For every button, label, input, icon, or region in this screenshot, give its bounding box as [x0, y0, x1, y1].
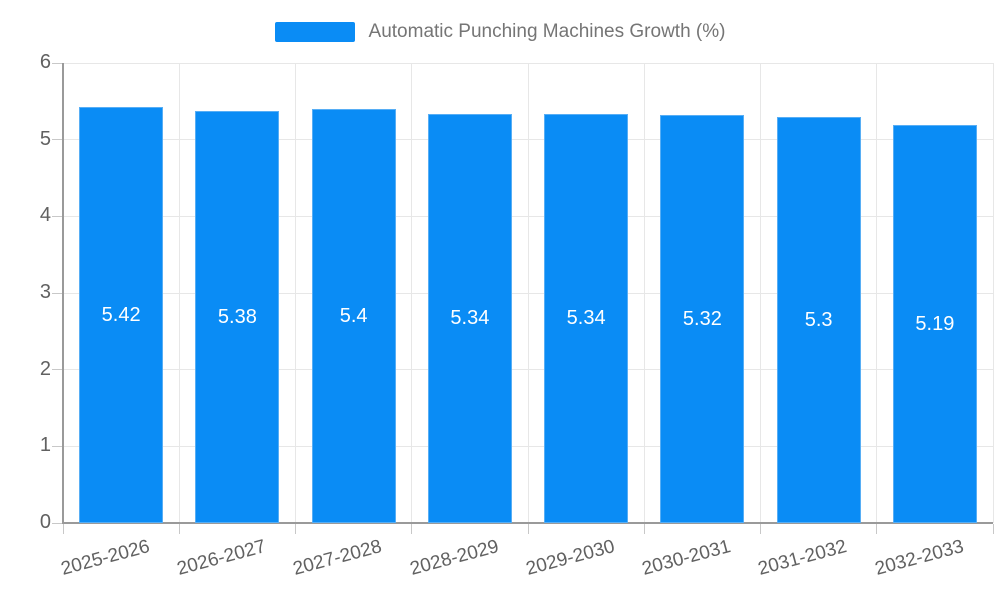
gridline-vertical [643, 63, 645, 523]
y-axis-tick [52, 522, 62, 524]
x-axis-tick [527, 524, 529, 534]
y-tick-label: 1 [39, 434, 51, 457]
bar-value-label: 5.3 [804, 308, 833, 331]
x-axis-tick [876, 524, 878, 534]
gridline-vertical [876, 63, 878, 523]
y-axis-tick [52, 62, 62, 64]
gridline-vertical [411, 63, 413, 523]
x-axis-line [62, 522, 993, 524]
legend-swatch [274, 22, 355, 42]
x-tick-label: 2029-2030 [523, 536, 617, 580]
y-axis-tick [52, 292, 62, 294]
y-tick-label: 5 [39, 127, 51, 150]
bar-value-label: 5.19 [915, 313, 955, 336]
x-tick-label: 2032-2033 [872, 536, 966, 580]
legend[interactable]: Automatic Punching Machines Growth (%) [0, 16, 1000, 48]
plot-area: 0 1 2 3 4 5 6 5.42 5.38 5.4 5.34 5.34 5.32 5.3 5.19 202… [40, 51, 994, 580]
bar[interactable]: 5.4 [311, 109, 396, 523]
y-tick-label: 4 [39, 204, 51, 227]
bar[interactable]: 5.3 [776, 116, 861, 523]
y-axis-tick [52, 215, 62, 217]
x-tick-label: 2026-2027 [174, 536, 269, 580]
legend-label: Automatic Punching Machines Growth (%) [368, 21, 726, 42]
bar[interactable]: 5.42 [79, 107, 164, 523]
bar[interactable]: 5.32 [660, 115, 745, 523]
x-tick-label: 2030-2031 [639, 536, 734, 580]
gridline-vertical [992, 63, 994, 523]
bar-value-label: 5.34 [566, 307, 606, 330]
y-axis-line [62, 63, 64, 524]
x-axis-tick [643, 524, 645, 534]
bar[interactable]: 5.19 [892, 125, 977, 523]
x-tick-label: 2025-2026 [58, 536, 152, 580]
bar[interactable]: 5.34 [427, 113, 512, 523]
gridline-vertical [527, 63, 529, 523]
x-tick-label: 2027-2028 [291, 536, 385, 580]
gridline-vertical [760, 63, 761, 523]
x-tick-label: 2028-2029 [407, 536, 501, 580]
x-axis-tick [178, 524, 180, 534]
bar[interactable]: 5.38 [195, 110, 280, 523]
bar[interactable]: 5.34 [544, 113, 629, 523]
bar-value-label: 5.34 [450, 307, 490, 330]
y-axis-tick [52, 369, 62, 371]
x-axis-tick [62, 524, 64, 534]
y-tick-label: 3 [39, 281, 51, 303]
bar-value-label: 5.42 [101, 304, 141, 327]
bar-value-label: 5.4 [339, 305, 368, 327]
gridline-vertical [178, 63, 180, 523]
x-axis-tick [295, 524, 296, 534]
bar-value-label: 5.32 [682, 308, 722, 331]
gridline-vertical [295, 63, 296, 523]
y-axis-tick [52, 139, 62, 141]
y-tick-label: 6 [39, 51, 51, 73]
x-tick-label: 2031-2032 [756, 536, 850, 580]
x-axis-tick [411, 524, 413, 534]
bar-value-label: 5.38 [217, 305, 257, 328]
x-axis-tick [992, 524, 994, 534]
y-tick-label: 0 [39, 511, 51, 533]
y-tick-label: 2 [39, 357, 51, 380]
y-axis-tick [52, 445, 62, 447]
x-axis-tick [760, 524, 761, 534]
